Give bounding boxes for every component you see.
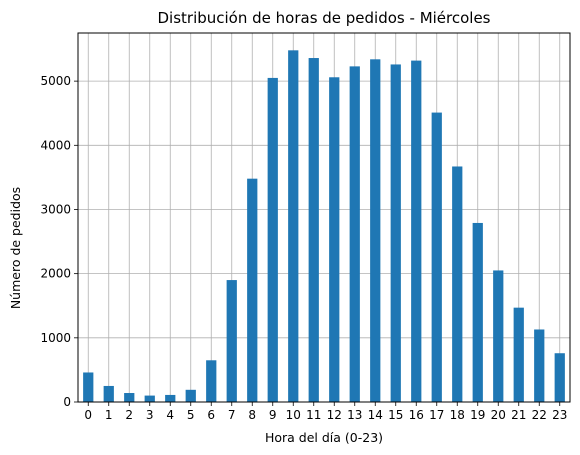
x-tick-label: 17 bbox=[429, 408, 444, 422]
x-tick-label: 20 bbox=[491, 408, 506, 422]
bar-hour-2 bbox=[124, 393, 135, 402]
bar-hour-19 bbox=[472, 222, 483, 402]
bar-hour-22 bbox=[534, 329, 545, 402]
bar-hour-6 bbox=[206, 360, 217, 402]
bar-hour-5 bbox=[185, 389, 196, 402]
y-ticks: 0 1000 2000 3000 4000 5000 bbox=[40, 74, 78, 409]
axes bbox=[77, 32, 571, 403]
x-tick-label: 7 bbox=[228, 408, 236, 422]
x-axis-label: Hora del día (0-23) bbox=[265, 430, 383, 445]
bar-hour-1 bbox=[103, 385, 114, 402]
x-tick-label: 9 bbox=[269, 408, 277, 422]
x-tick-label: 5 bbox=[187, 408, 195, 422]
x-ticks: 0 1 2 3 4 5 6 7 8 9 10 11 12 13 14 15 16 17 18 19 20 21 22 23 bbox=[84, 402, 567, 422]
x-tick-label: 15 bbox=[388, 408, 403, 422]
bar-hour-4 bbox=[165, 394, 176, 402]
y-tick-label: 0 bbox=[63, 395, 71, 409]
bar-hour-14 bbox=[370, 59, 381, 402]
bars bbox=[83, 50, 565, 403]
bar-hour-16 bbox=[411, 60, 422, 402]
x-tick-label: 13 bbox=[347, 408, 362, 422]
x-tick-label: 10 bbox=[286, 408, 301, 422]
y-tick-label: 3000 bbox=[40, 202, 71, 216]
x-tick-label: 23 bbox=[552, 408, 567, 422]
chart-title: Distribución de horas de pedidos - Miérc… bbox=[157, 9, 490, 27]
y-tick-label: 2000 bbox=[40, 267, 71, 281]
y-tick-label: 4000 bbox=[40, 138, 71, 152]
x-tick-label: 19 bbox=[470, 408, 485, 422]
bar-hour-8 bbox=[247, 178, 258, 402]
plot-frame bbox=[77, 32, 571, 403]
x-tick-label: 3 bbox=[146, 408, 154, 422]
bar-hour-17 bbox=[431, 112, 442, 402]
bar-hour-10 bbox=[288, 50, 299, 402]
bar-hour-9 bbox=[267, 77, 278, 402]
bar-hour-21 bbox=[513, 307, 524, 402]
x-tick-label: 6 bbox=[207, 408, 215, 422]
y-axis-label: Número de pedidos bbox=[8, 187, 23, 309]
bar-hour-18 bbox=[452, 166, 463, 402]
bar-hour-13 bbox=[349, 66, 360, 403]
bar-hour-3 bbox=[144, 395, 155, 402]
x-tick-label: 2 bbox=[125, 408, 133, 422]
x-tick-label: 12 bbox=[327, 408, 342, 422]
bar-hour-15 bbox=[390, 64, 401, 402]
x-tick-label: 8 bbox=[248, 408, 256, 422]
x-tick-label: 18 bbox=[450, 408, 465, 422]
bar-hour-0 bbox=[83, 372, 94, 402]
bar-hour-12 bbox=[329, 77, 340, 402]
x-tick-label: 16 bbox=[409, 408, 424, 422]
x-tick-label: 14 bbox=[368, 408, 383, 422]
x-tick-label: 4 bbox=[166, 408, 174, 422]
x-tick-label: 22 bbox=[532, 408, 547, 422]
y-tick-label: 5000 bbox=[40, 74, 71, 88]
x-tick-label: 21 bbox=[511, 408, 526, 422]
x-tick-label: 1 bbox=[105, 408, 113, 422]
bar-hour-23 bbox=[554, 353, 565, 402]
bar-hour-11 bbox=[308, 58, 319, 402]
bar-hour-7 bbox=[226, 280, 237, 402]
y-tick-label: 1000 bbox=[40, 331, 71, 345]
x-tick-label: 11 bbox=[306, 408, 321, 422]
x-tick-label: 0 bbox=[84, 408, 92, 422]
bar-hour-20 bbox=[493, 270, 504, 402]
